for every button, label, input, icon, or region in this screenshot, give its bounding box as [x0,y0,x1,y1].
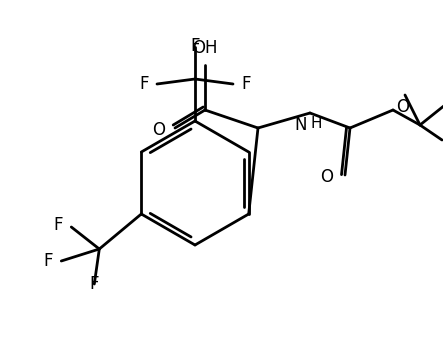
Text: OH: OH [192,39,218,57]
Text: N: N [295,116,307,134]
Text: F: F [140,75,149,93]
Text: F: F [190,37,200,55]
Text: H: H [311,116,323,131]
Text: O: O [152,121,165,139]
Text: F: F [54,216,63,234]
Text: F: F [89,275,99,293]
Text: F: F [241,75,250,93]
Text: F: F [44,252,53,270]
Text: O: O [320,168,333,186]
Text: O: O [396,98,409,116]
